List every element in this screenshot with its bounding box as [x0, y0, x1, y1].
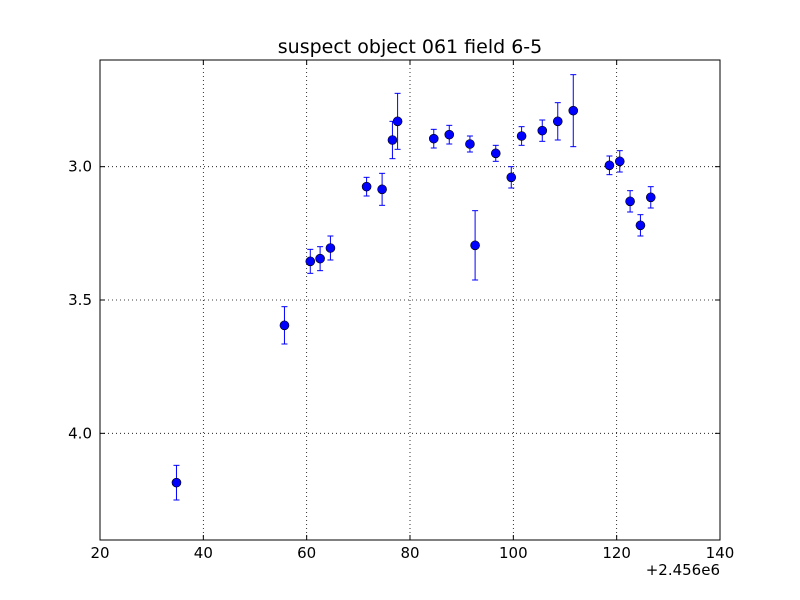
data-point: [171, 477, 182, 488]
x-tick-label: 80: [400, 544, 419, 562]
data-point: [444, 129, 455, 140]
data-point: [537, 125, 548, 136]
data-point: [428, 133, 439, 144]
chart-title: suspect object 061 field 6-5: [278, 36, 543, 58]
plot-frame: [99, 59, 721, 541]
data-point: [506, 172, 517, 183]
y-tick-label: 3.0: [68, 158, 92, 176]
data-point: [325, 243, 336, 253]
data-point: [392, 116, 403, 127]
data-point: [387, 135, 398, 145]
data-point: [552, 116, 563, 127]
data-point: [516, 131, 527, 141]
x-tick-label: 40: [194, 544, 213, 562]
grid: [100, 60, 720, 540]
data-point: [568, 105, 579, 116]
data-point: [490, 148, 501, 159]
y-tick-label: 4.0: [68, 424, 92, 442]
data-point: [625, 196, 635, 207]
data-point: [614, 156, 625, 167]
x-tick-label: 20: [90, 544, 109, 562]
ticks: 20 40 60 80 100 120 140 3.0 3.5 4.0: [68, 60, 734, 562]
data-points: [171, 105, 656, 488]
y-tick-label: 3.5: [68, 291, 92, 309]
x-offset-label: +2.456e6: [646, 561, 720, 579]
x-tick-label: 60: [297, 544, 316, 562]
x-tick-label: 140: [706, 544, 735, 562]
data-point: [305, 256, 316, 267]
data-point: [315, 253, 325, 264]
data-point: [465, 139, 475, 149]
data-point: [377, 184, 387, 195]
x-tick-label: 120: [602, 544, 631, 562]
data-point: [645, 192, 656, 203]
data-point: [635, 220, 646, 231]
data-point: [279, 320, 290, 331]
data-point: [604, 160, 615, 171]
data-point: [470, 240, 480, 251]
data-point: [361, 181, 372, 192]
x-tick-label: 100: [499, 544, 528, 562]
